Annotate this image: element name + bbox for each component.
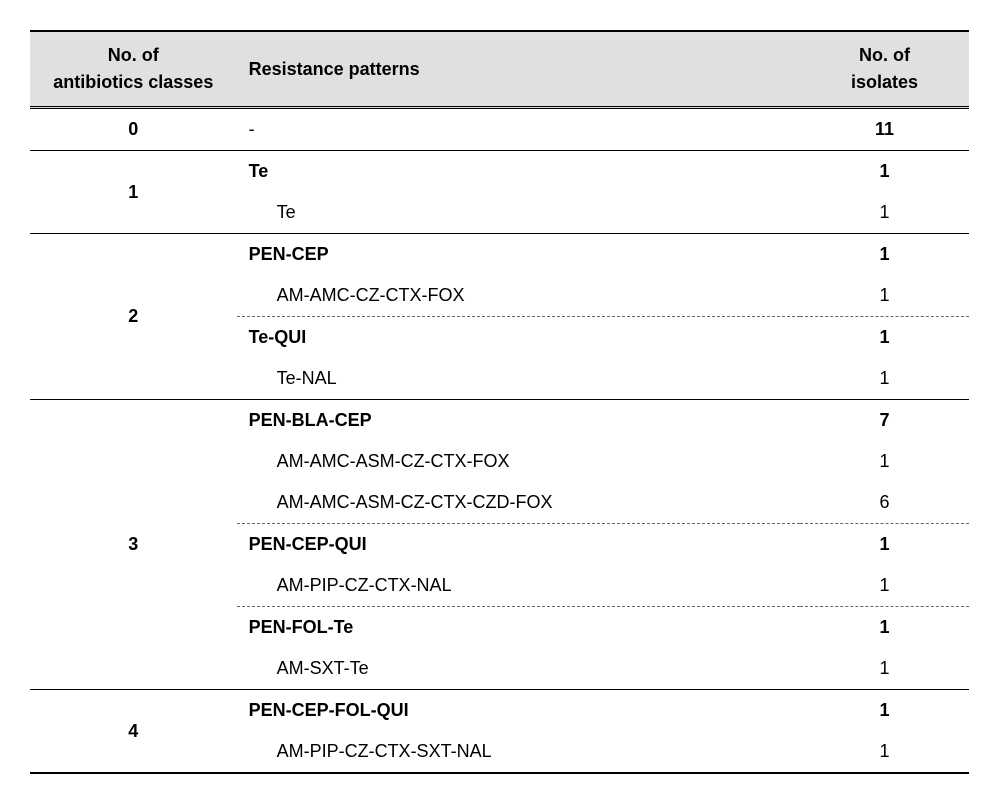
- cell-count: 1: [800, 275, 969, 317]
- table-row: 2 PEN-CEP 1: [30, 234, 969, 276]
- cell-count: 1: [800, 565, 969, 607]
- table-row: 1 Te 1: [30, 151, 969, 193]
- cell-count: 1: [800, 690, 969, 732]
- cell-pattern: Te: [237, 192, 800, 234]
- header-patterns: Resistance patterns: [237, 31, 800, 108]
- cell-pattern: AM-AMC-ASM-CZ-CTX-CZD-FOX: [237, 482, 800, 524]
- cell-count: 1: [800, 151, 969, 193]
- cell-count: 11: [800, 108, 969, 151]
- resistance-table: No. of antibiotics classes Resistance pa…: [30, 30, 969, 774]
- cell-count: 1: [800, 648, 969, 690]
- cell-pattern: PEN-CEP: [237, 234, 800, 276]
- header-isolates-l1: No. of: [859, 45, 910, 65]
- header-classes-l1: No. of: [108, 45, 159, 65]
- cell-pattern: AM-SXT-Te: [237, 648, 800, 690]
- cell-pattern: Te: [237, 151, 800, 193]
- cell-pattern: Te-QUI: [237, 317, 800, 359]
- cell-count: 7: [800, 400, 969, 442]
- cell-class: 1: [30, 151, 237, 234]
- cell-count: 6: [800, 482, 969, 524]
- cell-count: 1: [800, 234, 969, 276]
- cell-count: 1: [800, 317, 969, 359]
- cell-class: 3: [30, 400, 237, 690]
- table-row: 4 PEN-CEP-FOL-QUI 1: [30, 690, 969, 732]
- cell-pattern: AM-PIP-CZ-CTX-NAL: [237, 565, 800, 607]
- cell-pattern: PEN-BLA-CEP: [237, 400, 800, 442]
- header-isolates-l2: isolates: [851, 72, 918, 92]
- cell-pattern: PEN-FOL-Te: [237, 607, 800, 649]
- cell-pattern: AM-PIP-CZ-CTX-SXT-NAL: [237, 731, 800, 773]
- header-classes: No. of antibiotics classes: [30, 31, 237, 108]
- cell-class: 4: [30, 690, 237, 774]
- cell-pattern: PEN-CEP-QUI: [237, 524, 800, 566]
- cell-count: 1: [800, 192, 969, 234]
- cell-class: 0: [30, 108, 237, 151]
- header-patterns-text: Resistance patterns: [249, 59, 420, 79]
- table-row: 3 PEN-BLA-CEP 7: [30, 400, 969, 442]
- table-row: 0 - 11: [30, 108, 969, 151]
- cell-class: 2: [30, 234, 237, 400]
- cell-pattern: AM-AMC-ASM-CZ-CTX-FOX: [237, 441, 800, 482]
- cell-count: 1: [800, 524, 969, 566]
- cell-pattern: PEN-CEP-FOL-QUI: [237, 690, 800, 732]
- cell-count: 1: [800, 358, 969, 400]
- cell-count: 1: [800, 441, 969, 482]
- cell-pattern: -: [237, 108, 800, 151]
- table-header-row: No. of antibiotics classes Resistance pa…: [30, 31, 969, 108]
- header-classes-l2: antibiotics classes: [53, 72, 213, 92]
- header-isolates: No. of isolates: [800, 31, 969, 108]
- cell-count: 1: [800, 607, 969, 649]
- cell-count: 1: [800, 731, 969, 773]
- cell-pattern: AM-AMC-CZ-CTX-FOX: [237, 275, 800, 317]
- cell-pattern: Te-NAL: [237, 358, 800, 400]
